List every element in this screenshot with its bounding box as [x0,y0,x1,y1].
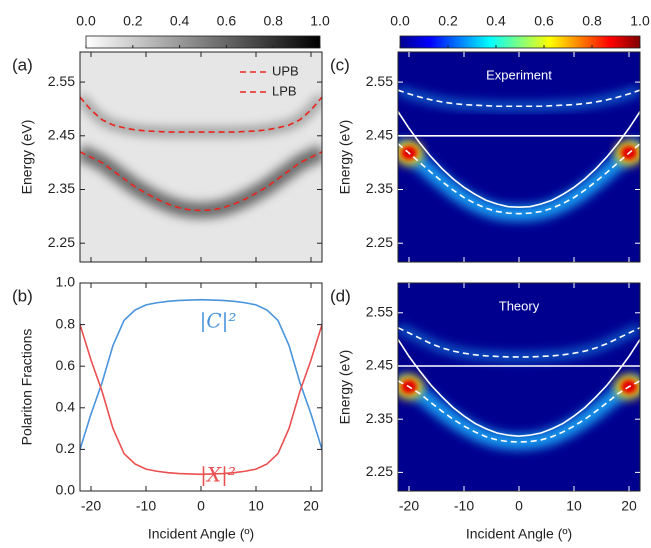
plot-area [398,283,640,491]
x-axis-label: Incident Angle (º) [148,526,254,542]
colorbar-tick-label: 0.0 [390,13,410,29]
heatmap-background [398,52,640,262]
y-tick-label: 0.0 [56,482,76,498]
colorbar-tick-label: 0.8 [263,13,283,29]
x-tick-label: -10 [454,498,474,514]
x-tick-label: -10 [136,498,156,514]
series-line [398,89,640,108]
x-tick-label: 0 [197,498,205,514]
panel: 2.25 2.35 2.45 2.55 Energy (eV) (a) UPB LPB 0.0 0… [12,13,330,263]
x-tick-label: -20 [399,498,419,514]
series-line [398,143,640,215]
y-tick-label: 2.55 [366,73,393,89]
colorbar-tick-label: 0.6 [217,13,237,29]
y-axis-label: Polariton Fractions [19,329,35,446]
plot-area [80,298,322,476]
colorbar-tick-label: 0.4 [486,13,506,29]
y-tick-label: 0.8 [56,315,76,331]
series-label: |C|² [200,309,237,334]
panel-label: (d) [330,286,351,305]
colorbar-tick-label: 0.2 [123,13,143,29]
heatmap-background [80,52,322,262]
y-tick-label: 0.6 [56,357,76,373]
colorbar [399,35,641,49]
panel-label: (b) [12,286,33,305]
y-tick-label: 2.55 [366,303,393,319]
y-tick-label: 2.35 [366,180,393,196]
colorbar [85,35,321,49]
legend-label: LPB [272,83,297,98]
series-line [398,338,640,438]
x-tick-label: -20 [81,498,101,514]
annotation: Theory [499,298,540,313]
y-tick-label: 2.35 [366,410,393,426]
plot-area [398,52,640,262]
y-tick-label: 0.2 [56,440,76,456]
series-line [80,151,322,212]
y-tick-label: 2.55 [48,73,75,89]
legend-label: UPB [272,63,299,78]
y-tick-label: 2.45 [366,126,393,142]
colorbar-tick-label: 0.0 [76,13,96,29]
colorbar-tick-label: 1.0 [310,13,330,29]
panel: |C|² |X|² 0.0 0.2 0.4 0.6 0.8 1.0 -20 -10 0 10 20 Pol… [12,274,323,542]
y-tick-label: 0.4 [56,399,76,415]
panel-label: (c) [330,55,350,74]
colorbar-tick-label: 0.6 [534,13,554,29]
colorbar-tick-label: 0.4 [170,13,190,29]
x-axis-label: Incident Angle (º) [466,526,572,542]
series-label: |X|² [200,463,236,488]
y-tick-label: 2.25 [366,234,393,250]
colorbar-tick-label: 1.0 [630,13,650,29]
annotation: Experiment [486,67,552,82]
panel-label: (a) [12,55,33,74]
x-tick-label: 0 [515,498,523,514]
y-axis-label: Energy (eV) [337,350,353,425]
y-tick-label: 2.35 [48,180,75,196]
series-line [398,326,640,358]
y-tick-label: 2.25 [366,463,393,479]
plot-area [80,52,322,262]
heatmap-band [398,373,640,451]
x-tick-label: 10 [566,498,582,514]
heatmap-background [398,283,640,491]
series-line [80,324,322,476]
series-line [80,96,322,133]
y-tick-label: 2.45 [366,357,393,373]
panel: 2.25 2.35 2.45 2.55 Energy (eV) (c) Experiment… [330,13,650,263]
y-tick-label: 1.0 [56,274,76,290]
series-line [80,298,322,450]
x-tick-label: 20 [303,498,319,514]
colorbar-tick-label: 0.8 [582,13,602,29]
x-tick-label: 20 [621,498,637,514]
y-tick-label: 2.45 [48,126,75,142]
y-tick-label: 2.25 [48,234,75,250]
x-tick-label: 10 [248,498,264,514]
series-line [398,111,640,209]
panel: 2.25 2.35 2.45 2.55 -20 -10 0 10 20 Energy (eV) In… [330,282,641,542]
colorbar-tick-label: 0.2 [438,13,458,29]
y-axis-label: Energy (eV) [19,120,35,195]
y-axis-label: Energy (eV) [337,120,353,195]
